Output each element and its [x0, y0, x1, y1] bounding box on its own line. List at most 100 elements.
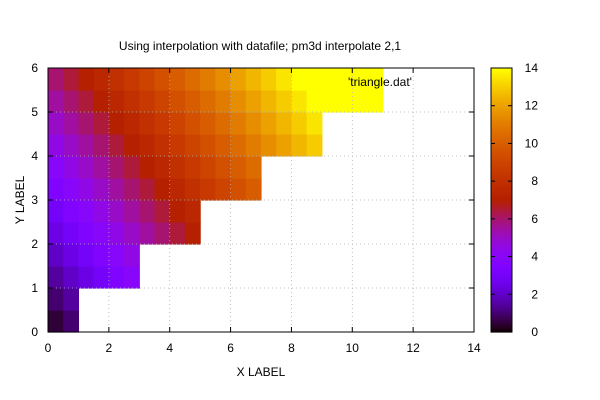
colorbar-tick-label: 4 [531, 250, 538, 264]
colorbar-segment [491, 208, 512, 211]
heatmap-cell-row4 [230, 134, 247, 157]
heatmap-cell-row5 [184, 68, 201, 91]
x-tick-label: 2 [106, 341, 113, 355]
heatmap-cell-row5 [367, 90, 384, 113]
heatmap-cell-row5 [352, 68, 369, 91]
heatmap-cell-row2 [93, 222, 110, 245]
colorbar-tick-label: 12 [525, 99, 539, 113]
heatmap-cell-row5 [63, 68, 80, 91]
heatmap-cell-row5 [93, 90, 110, 113]
heatmap-cell-row5 [139, 68, 156, 91]
heatmap-cell-row5 [306, 90, 323, 113]
colorbar-segment [491, 274, 512, 277]
heatmap-cell-row5 [139, 90, 156, 113]
heatmap-cell-row3 [184, 178, 201, 201]
heatmap-cell-row4 [63, 112, 80, 135]
heatmap-cell-row2 [154, 200, 171, 223]
heatmap-cell-row5 [230, 68, 247, 91]
colorbar-segment [491, 262, 512, 265]
colorbar-segment [491, 72, 512, 75]
heatmap-cell-row4 [261, 112, 277, 135]
heatmap-cell-row5 [352, 90, 369, 113]
colorbar-segment [491, 136, 512, 139]
colorbar-segment [491, 268, 512, 271]
heatmap-cell-row3 [139, 156, 156, 179]
colorbar-segment [491, 240, 512, 243]
heatmap-cell-row3 [169, 156, 186, 179]
colorbar-segment [491, 152, 512, 155]
colorbar-tick-label: 10 [525, 136, 539, 150]
heatmap-cell-row4 [154, 134, 171, 157]
colorbar-segment [491, 132, 512, 135]
colorbar-segment [491, 276, 512, 279]
colorbar-segment [491, 130, 512, 133]
heatmap-cell-row4 [78, 112, 95, 135]
colorbar-segment [491, 140, 512, 143]
colorbar-segment [491, 264, 512, 267]
heatmap-cell-row4 [169, 134, 186, 157]
x-tick-label: 6 [227, 341, 234, 355]
colorbar-tick-label: 0 [531, 325, 538, 339]
colorbar-segment [491, 138, 512, 141]
colorbar-segment [491, 112, 512, 115]
heatmap-cell-row4 [215, 112, 232, 135]
heatmap-cell-row5 [337, 68, 353, 91]
heatmap-cell-row2 [124, 222, 140, 245]
heatmap-cell-row1 [48, 266, 64, 289]
colorbar-segment [491, 308, 512, 311]
colorbar-segment [491, 200, 512, 203]
colorbar-segment [491, 244, 512, 247]
heatmap-cell-row5 [200, 90, 216, 113]
heatmap-cell-row3 [169, 178, 186, 201]
heatmap-cell-row5 [261, 90, 277, 113]
heatmap-cell-row5 [321, 68, 338, 91]
colorbar-segment [491, 306, 512, 309]
heatmap-cell-row2 [169, 222, 186, 245]
colorbar-segment [491, 204, 512, 207]
colorbar: 0 2 4 6 8 10 12 14 [490, 61, 539, 339]
colorbar-segment [491, 266, 512, 269]
colorbar-segment [491, 128, 512, 131]
heatmap-cell-row4 [200, 134, 216, 157]
heatmap-cell-row3 [124, 178, 140, 201]
heatmap-cell-row5 [154, 68, 171, 91]
heatmap-cell-row4 [124, 112, 140, 135]
heatmap-cell-row2 [124, 200, 140, 223]
x-tick-label: 0 [45, 341, 52, 355]
colorbar-segment [491, 178, 512, 181]
colorbar-segment [491, 78, 512, 81]
y-axis-label: Y LABEL [13, 175, 27, 224]
colorbar-segment [491, 110, 512, 113]
heatmap-cell-row4 [184, 134, 201, 157]
heatmap-cell-row2 [78, 222, 95, 245]
heatmap-cell-row3 [154, 178, 171, 201]
heatmap-cell-row1 [124, 244, 140, 267]
colorbar-segment [491, 102, 512, 105]
colorbar-segment [491, 172, 512, 175]
colorbar-tick-label: 6 [531, 212, 538, 226]
colorbar-segment [491, 116, 512, 119]
colorbar-segment [491, 148, 512, 151]
heatmap-cell-row3 [215, 156, 232, 179]
colorbar-segment [491, 164, 512, 167]
colorbar-segment [491, 170, 512, 173]
colorbar-segment [491, 158, 512, 161]
heatmap-cell-row3 [93, 178, 110, 201]
colorbar-segment [491, 184, 512, 187]
colorbar-segment [491, 188, 512, 191]
colorbar-segment [491, 330, 512, 333]
heatmap-cell-row3 [139, 178, 156, 201]
colorbar-segment [491, 322, 512, 325]
colorbar-segment [491, 156, 512, 159]
heatmap-cell-row4 [184, 112, 201, 135]
heatmap-cell-row4 [48, 112, 64, 135]
colorbar-segment [491, 328, 512, 331]
colorbar-segment [491, 258, 512, 261]
colorbar-segment [491, 218, 512, 221]
heatmap-cell-row5 [291, 68, 308, 91]
colorbar-segment [491, 256, 512, 259]
heatmap-cell-row5 [337, 90, 353, 113]
colorbar-segment [491, 326, 512, 329]
heatmap-cell-row3 [245, 178, 262, 201]
